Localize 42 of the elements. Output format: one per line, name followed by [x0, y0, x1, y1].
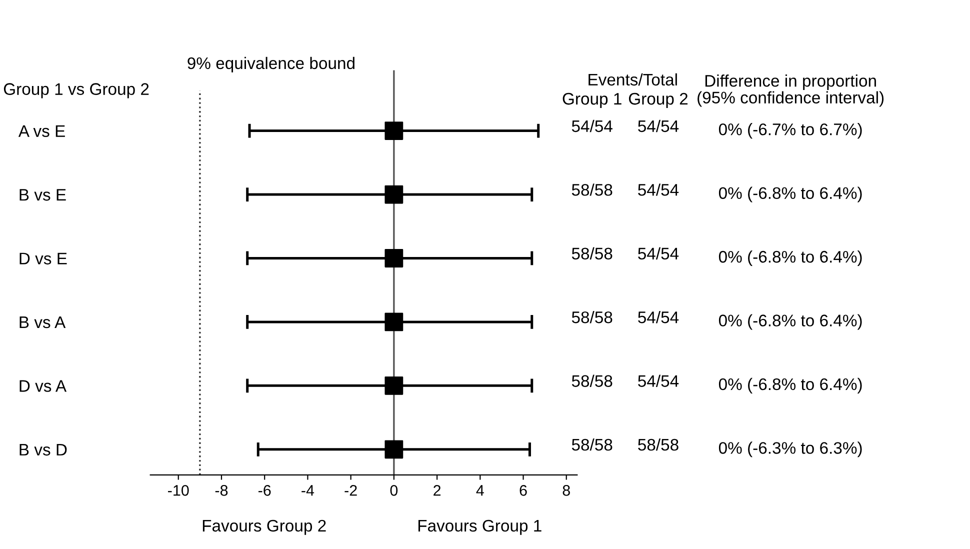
x-tick-label: -10: [168, 485, 189, 496]
y-tick-label: A vs E: [18, 125, 65, 138]
data-label: 0% (-6.8% to 6.4%): [718, 378, 862, 394]
y-tick-label: B vs E: [20, 189, 66, 201]
x-tick-label: -6: [258, 485, 271, 496]
text: 54/54: [638, 311, 679, 324]
x-tick-label: 2: [434, 485, 441, 496]
annotation: 58/58: [572, 247, 612, 260]
data-label: 0% (-6.8% to 6.4%): [718, 186, 862, 202]
y-tick-label: B vs A: [20, 316, 66, 328]
annotation: Group 1: [562, 92, 622, 108]
text: 58/58: [638, 438, 678, 451]
x-tick-label: 6: [520, 485, 527, 496]
y-tick-label: D vs E: [20, 252, 67, 264]
x-tick-label: 4: [476, 485, 484, 496]
text: Difference in proportion (95% confidence interval): [698, 74, 884, 107]
x-tick-label: 0: [390, 485, 398, 496]
text: 54/54: [638, 247, 679, 260]
annotation: 58/58: [572, 438, 612, 451]
x-tick-label: -8: [215, 485, 228, 496]
y-tick-label: D vs A: [20, 380, 67, 392]
annotation: 58/58: [572, 311, 612, 324]
text: 54/54: [638, 184, 679, 196]
ref-line-label: 9% equivalence bound: [188, 56, 354, 72]
y-axis-title: Group 1 vs Group 2: [4, 83, 149, 98]
text: Group 2: [628, 92, 688, 108]
text: Favours Group 1: [418, 520, 542, 535]
annotation: 58/58: [572, 184, 612, 196]
x-tick-label: -2: [344, 485, 357, 496]
text: 54/54: [638, 374, 679, 387]
text: 54/54: [638, 120, 679, 132]
y-tick-label: B vs D: [20, 444, 67, 456]
text: Favours Group 2: [202, 520, 326, 535]
x-tick-label: -4: [302, 485, 314, 496]
annotation: 58/58: [572, 374, 612, 387]
annotation: 54/54: [572, 120, 612, 132]
data-label: 0% (-6.7% to 6.7%): [718, 123, 862, 139]
data-label: 0% (-6.8% to 6.4%): [718, 314, 862, 330]
data-label: 0% (-6.8% to 6.4%): [718, 250, 862, 266]
data-label: 0% (-6.3% to 6.3%): [718, 442, 862, 458]
text: Events/Total: [588, 73, 677, 86]
x-tick-label: 8: [562, 485, 570, 496]
